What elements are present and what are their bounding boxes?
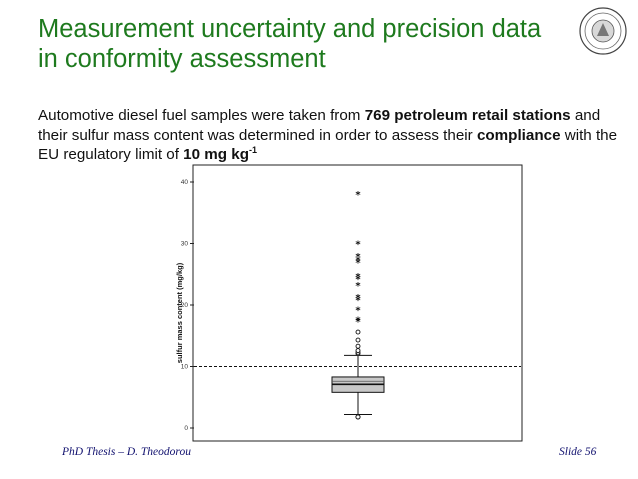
outlier-circle-2 — [355, 348, 361, 353]
outlier-star-11: * — [355, 240, 361, 251]
desc-bold-compliance: compliance — [476, 126, 561, 144]
desc-limit-exponent: -1 — [249, 144, 258, 155]
y-tick-label-10: 10 — [181, 364, 189, 371]
outlier-star-8: * — [355, 258, 361, 269]
y-tick-label-40: 40 — [181, 179, 189, 186]
desc-text-1: Automotive diesel fuel samples were take… — [38, 107, 365, 124]
footer-author: PhD Thesis – D. Theodorou — [62, 446, 191, 458]
outlier-star-7: * — [355, 272, 361, 283]
outlier-circle-3 — [355, 343, 361, 349]
desc-text-3: with the EU regulatory limit of — [38, 126, 618, 164]
outlier-circle-4 — [355, 337, 361, 343]
desc-bold-stations: 769 petroleum retail stations — [364, 107, 571, 124]
outlier-star-10: * — [355, 252, 361, 263]
outlier-star-0: * — [355, 317, 361, 328]
y-tick-label-0: 0 — [184, 425, 188, 432]
desc-text-2: and their sulfur mass content was determ… — [38, 107, 601, 144]
y-axis-label: sulfur mass content (mg/kg) — [175, 262, 184, 363]
outlier-star-12: * — [355, 190, 361, 201]
slide-description: Automotive diesel fuel samples were take… — [38, 106, 618, 165]
min-point — [355, 414, 361, 420]
outlier-star-5: * — [355, 281, 361, 292]
desc-bold-limit: 10 mg kg — [183, 146, 250, 163]
slide-title: Measurement uncertainty and precision da… — [38, 15, 542, 73]
university-seal-logo — [579, 7, 627, 55]
footer-slide-number: Slide 56 — [559, 446, 597, 458]
y-tick-label-30: 30 — [181, 241, 189, 248]
outlier-star-2: * — [355, 305, 361, 316]
outlier-circle-5 — [355, 329, 361, 335]
outlier-star-9: * — [355, 256, 361, 267]
y-tick-label-20: 20 — [181, 302, 189, 309]
outlier-star-4: * — [355, 293, 361, 304]
outlier-star-1: * — [355, 315, 361, 326]
outlier-star-3: * — [355, 296, 361, 307]
outlier-star-6: * — [355, 275, 361, 286]
